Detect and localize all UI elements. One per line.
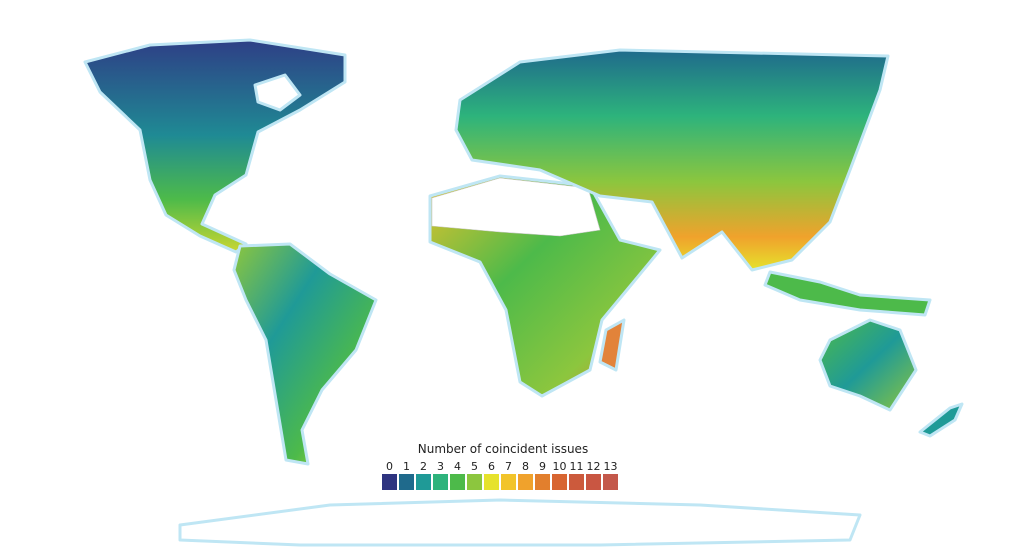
- legend-label: 3: [437, 460, 444, 473]
- legend-label: 5: [471, 460, 478, 473]
- legend-swatch: [484, 474, 499, 490]
- south-america: [232, 242, 378, 466]
- legend-label: 6: [488, 460, 495, 473]
- legend-swatch: [586, 474, 601, 490]
- legend-label: 0: [386, 460, 393, 473]
- legend-swatch: [433, 474, 448, 490]
- legend-swatch: [501, 474, 516, 490]
- legend-label: 11: [570, 460, 584, 473]
- legend-label: 10: [553, 460, 567, 473]
- eurasia: [454, 48, 890, 272]
- australia: [818, 318, 918, 412]
- legend-label: 4: [454, 460, 461, 473]
- legend-swatch: [603, 474, 618, 490]
- legend-label: 2: [420, 460, 427, 473]
- legend-swatch: [535, 474, 550, 490]
- indonesia: [763, 270, 932, 317]
- hudson-bay: [253, 73, 302, 112]
- sahara: [431, 177, 601, 237]
- legend-items: 0 1 2 3 4 5 6 7 8 9 10 11 12 13: [382, 460, 618, 490]
- legend: Number of coincident issues 0 1 2 3 4 5 6 7 8 9 10…: [382, 442, 618, 490]
- legend-swatch: [382, 474, 397, 490]
- legend-title: Number of coincident issues: [418, 442, 588, 456]
- legend-swatch: [450, 474, 465, 490]
- legend-swatch: [569, 474, 584, 490]
- continents: [83, 38, 964, 547]
- antarctica: [178, 498, 862, 547]
- legend-label: 9: [539, 460, 546, 473]
- north-america: [83, 38, 347, 254]
- legend-swatch: [552, 474, 567, 490]
- madagascar: [598, 318, 626, 372]
- legend-label: 8: [522, 460, 529, 473]
- legend-label: 12: [587, 460, 601, 473]
- legend-label: 1: [403, 460, 410, 473]
- legend-swatch: [467, 474, 482, 490]
- legend-swatch: [416, 474, 431, 490]
- legend-label: 7: [505, 460, 512, 473]
- legend-swatch: [399, 474, 414, 490]
- new-zealand: [918, 402, 964, 438]
- legend-swatch: [518, 474, 533, 490]
- legend-label: 13: [604, 460, 618, 473]
